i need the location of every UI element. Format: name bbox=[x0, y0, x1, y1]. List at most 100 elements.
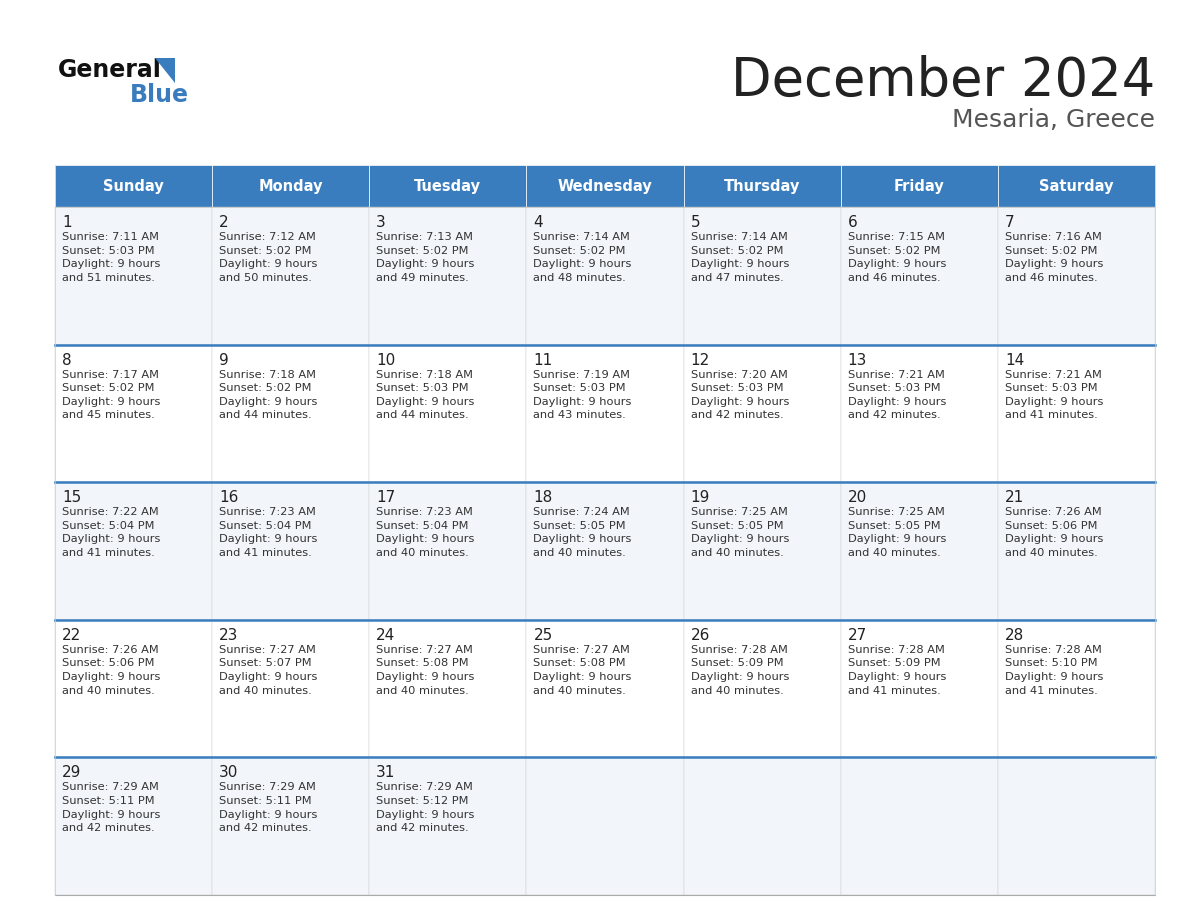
Text: Sunrise: 7:20 AM
Sunset: 5:03 PM
Daylight: 9 hours
and 42 minutes.: Sunrise: 7:20 AM Sunset: 5:03 PM Dayligh… bbox=[690, 370, 789, 420]
Bar bbox=[841, 207, 998, 344]
Text: Sunrise: 7:26 AM
Sunset: 5:06 PM
Daylight: 9 hours
and 40 minutes.: Sunrise: 7:26 AM Sunset: 5:06 PM Dayligh… bbox=[62, 644, 160, 696]
Bar bbox=[998, 482, 1155, 620]
Bar bbox=[526, 165, 683, 207]
Text: 14: 14 bbox=[1005, 353, 1024, 367]
Text: 3: 3 bbox=[377, 215, 386, 230]
Text: 30: 30 bbox=[219, 766, 239, 780]
Text: December 2024: December 2024 bbox=[731, 55, 1155, 107]
Bar bbox=[55, 620, 213, 757]
Text: Friday: Friday bbox=[893, 178, 944, 194]
Bar bbox=[369, 207, 526, 344]
Bar bbox=[998, 757, 1155, 895]
Text: Sunrise: 7:11 AM
Sunset: 5:03 PM
Daylight: 9 hours
and 51 minutes.: Sunrise: 7:11 AM Sunset: 5:03 PM Dayligh… bbox=[62, 232, 160, 283]
Bar bbox=[526, 620, 683, 757]
Text: General: General bbox=[58, 58, 162, 82]
Bar bbox=[369, 482, 526, 620]
Text: Sunrise: 7:28 AM
Sunset: 5:09 PM
Daylight: 9 hours
and 40 minutes.: Sunrise: 7:28 AM Sunset: 5:09 PM Dayligh… bbox=[690, 644, 789, 696]
Bar bbox=[841, 482, 998, 620]
Text: 4: 4 bbox=[533, 215, 543, 230]
Bar bbox=[841, 620, 998, 757]
Bar bbox=[55, 207, 213, 344]
Text: 31: 31 bbox=[377, 766, 396, 780]
Text: 6: 6 bbox=[848, 215, 858, 230]
Bar bbox=[55, 482, 213, 620]
Text: 25: 25 bbox=[533, 628, 552, 643]
Text: Sunrise: 7:27 AM
Sunset: 5:08 PM
Daylight: 9 hours
and 40 minutes.: Sunrise: 7:27 AM Sunset: 5:08 PM Dayligh… bbox=[533, 644, 632, 696]
Text: 27: 27 bbox=[848, 628, 867, 643]
Text: 8: 8 bbox=[62, 353, 71, 367]
Bar bbox=[55, 344, 213, 482]
Text: 24: 24 bbox=[377, 628, 396, 643]
Text: 9: 9 bbox=[219, 353, 229, 367]
Bar bbox=[369, 620, 526, 757]
Text: 26: 26 bbox=[690, 628, 710, 643]
Bar bbox=[998, 207, 1155, 344]
Text: 2: 2 bbox=[219, 215, 229, 230]
Bar bbox=[526, 482, 683, 620]
Text: 7: 7 bbox=[1005, 215, 1015, 230]
Bar bbox=[213, 482, 369, 620]
Bar bbox=[683, 757, 841, 895]
Text: Tuesday: Tuesday bbox=[415, 178, 481, 194]
Text: 19: 19 bbox=[690, 490, 710, 505]
Bar bbox=[683, 207, 841, 344]
Text: 12: 12 bbox=[690, 353, 709, 367]
Text: 10: 10 bbox=[377, 353, 396, 367]
Bar bbox=[683, 482, 841, 620]
Text: Sunrise: 7:24 AM
Sunset: 5:05 PM
Daylight: 9 hours
and 40 minutes.: Sunrise: 7:24 AM Sunset: 5:05 PM Dayligh… bbox=[533, 508, 632, 558]
Bar bbox=[213, 165, 369, 207]
Text: 29: 29 bbox=[62, 766, 81, 780]
Text: Sunrise: 7:15 AM
Sunset: 5:02 PM
Daylight: 9 hours
and 46 minutes.: Sunrise: 7:15 AM Sunset: 5:02 PM Dayligh… bbox=[848, 232, 946, 283]
Text: Sunday: Sunday bbox=[103, 178, 164, 194]
Text: Sunrise: 7:27 AM
Sunset: 5:07 PM
Daylight: 9 hours
and 40 minutes.: Sunrise: 7:27 AM Sunset: 5:07 PM Dayligh… bbox=[219, 644, 317, 696]
Text: 11: 11 bbox=[533, 353, 552, 367]
Text: Sunrise: 7:22 AM
Sunset: 5:04 PM
Daylight: 9 hours
and 41 minutes.: Sunrise: 7:22 AM Sunset: 5:04 PM Dayligh… bbox=[62, 508, 160, 558]
Text: Sunrise: 7:29 AM
Sunset: 5:11 PM
Daylight: 9 hours
and 42 minutes.: Sunrise: 7:29 AM Sunset: 5:11 PM Dayligh… bbox=[219, 782, 317, 834]
Text: Sunrise: 7:21 AM
Sunset: 5:03 PM
Daylight: 9 hours
and 41 minutes.: Sunrise: 7:21 AM Sunset: 5:03 PM Dayligh… bbox=[1005, 370, 1104, 420]
Text: Thursday: Thursday bbox=[723, 178, 801, 194]
Text: 18: 18 bbox=[533, 490, 552, 505]
Text: Saturday: Saturday bbox=[1040, 178, 1113, 194]
Bar bbox=[213, 344, 369, 482]
Bar bbox=[526, 207, 683, 344]
Bar bbox=[369, 165, 526, 207]
Text: 21: 21 bbox=[1005, 490, 1024, 505]
Text: Sunrise: 7:27 AM
Sunset: 5:08 PM
Daylight: 9 hours
and 40 minutes.: Sunrise: 7:27 AM Sunset: 5:08 PM Dayligh… bbox=[377, 644, 475, 696]
Bar bbox=[683, 344, 841, 482]
Bar bbox=[55, 165, 213, 207]
Text: 28: 28 bbox=[1005, 628, 1024, 643]
Bar bbox=[683, 165, 841, 207]
Text: Sunrise: 7:12 AM
Sunset: 5:02 PM
Daylight: 9 hours
and 50 minutes.: Sunrise: 7:12 AM Sunset: 5:02 PM Dayligh… bbox=[219, 232, 317, 283]
Text: Sunrise: 7:26 AM
Sunset: 5:06 PM
Daylight: 9 hours
and 40 minutes.: Sunrise: 7:26 AM Sunset: 5:06 PM Dayligh… bbox=[1005, 508, 1104, 558]
Text: Monday: Monday bbox=[259, 178, 323, 194]
Text: Sunrise: 7:25 AM
Sunset: 5:05 PM
Daylight: 9 hours
and 40 minutes.: Sunrise: 7:25 AM Sunset: 5:05 PM Dayligh… bbox=[848, 508, 946, 558]
Bar bbox=[213, 207, 369, 344]
Text: Wednesday: Wednesday bbox=[557, 178, 652, 194]
Bar bbox=[213, 757, 369, 895]
Bar bbox=[998, 344, 1155, 482]
Text: Sunrise: 7:29 AM
Sunset: 5:11 PM
Daylight: 9 hours
and 42 minutes.: Sunrise: 7:29 AM Sunset: 5:11 PM Dayligh… bbox=[62, 782, 160, 834]
Bar bbox=[998, 165, 1155, 207]
Bar bbox=[841, 757, 998, 895]
Text: Sunrise: 7:23 AM
Sunset: 5:04 PM
Daylight: 9 hours
and 40 minutes.: Sunrise: 7:23 AM Sunset: 5:04 PM Dayligh… bbox=[377, 508, 475, 558]
Text: Sunrise: 7:13 AM
Sunset: 5:02 PM
Daylight: 9 hours
and 49 minutes.: Sunrise: 7:13 AM Sunset: 5:02 PM Dayligh… bbox=[377, 232, 475, 283]
Text: 13: 13 bbox=[848, 353, 867, 367]
Text: Sunrise: 7:29 AM
Sunset: 5:12 PM
Daylight: 9 hours
and 42 minutes.: Sunrise: 7:29 AM Sunset: 5:12 PM Dayligh… bbox=[377, 782, 475, 834]
Text: 23: 23 bbox=[219, 628, 239, 643]
Text: Sunrise: 7:21 AM
Sunset: 5:03 PM
Daylight: 9 hours
and 42 minutes.: Sunrise: 7:21 AM Sunset: 5:03 PM Dayligh… bbox=[848, 370, 946, 420]
Bar bbox=[998, 620, 1155, 757]
Text: Sunrise: 7:23 AM
Sunset: 5:04 PM
Daylight: 9 hours
and 41 minutes.: Sunrise: 7:23 AM Sunset: 5:04 PM Dayligh… bbox=[219, 508, 317, 558]
Text: 20: 20 bbox=[848, 490, 867, 505]
Bar bbox=[213, 620, 369, 757]
Text: 22: 22 bbox=[62, 628, 81, 643]
Bar bbox=[683, 620, 841, 757]
Text: 17: 17 bbox=[377, 490, 396, 505]
Bar bbox=[841, 344, 998, 482]
Bar bbox=[369, 344, 526, 482]
Text: Sunrise: 7:18 AM
Sunset: 5:03 PM
Daylight: 9 hours
and 44 minutes.: Sunrise: 7:18 AM Sunset: 5:03 PM Dayligh… bbox=[377, 370, 475, 420]
Text: Sunrise: 7:18 AM
Sunset: 5:02 PM
Daylight: 9 hours
and 44 minutes.: Sunrise: 7:18 AM Sunset: 5:02 PM Dayligh… bbox=[219, 370, 317, 420]
Text: Sunrise: 7:16 AM
Sunset: 5:02 PM
Daylight: 9 hours
and 46 minutes.: Sunrise: 7:16 AM Sunset: 5:02 PM Dayligh… bbox=[1005, 232, 1104, 283]
Bar bbox=[526, 757, 683, 895]
Text: 1: 1 bbox=[62, 215, 71, 230]
Polygon shape bbox=[154, 58, 175, 83]
